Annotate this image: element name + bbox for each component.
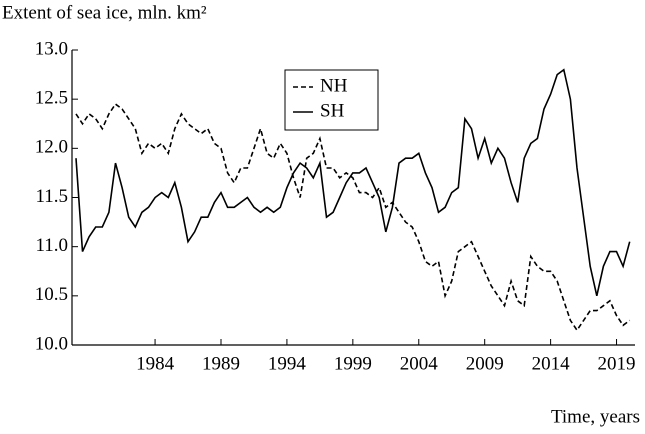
y-tick-label: 12.5 — [35, 88, 68, 109]
legend-label: NH — [320, 75, 348, 96]
y-tick-label: 11.0 — [35, 235, 68, 256]
x-tick-label: 2019 — [598, 353, 636, 374]
chart-title: Extent of sea ice, mln. km² — [2, 2, 207, 23]
series-line — [75, 68, 631, 296]
x-tick-label: 1984 — [136, 353, 175, 374]
y-tick-label: 10.5 — [35, 284, 68, 305]
legend-box — [284, 69, 379, 131]
x-tick-label: 2014 — [532, 353, 571, 374]
x-tick-label: 2009 — [466, 353, 504, 374]
y-tick-label: 13.0 — [35, 38, 68, 59]
x-tick-label: 1999 — [334, 353, 372, 374]
y-tick-label: 11.5 — [35, 186, 68, 207]
x-tick-label: 1994 — [268, 353, 307, 374]
series-line — [75, 102, 631, 332]
y-tick-label: 12.0 — [35, 137, 68, 158]
legend-label: SH — [320, 100, 345, 121]
x-tick-label: 2004 — [400, 353, 439, 374]
y-tick-label: 10.0 — [35, 333, 68, 354]
x-tick-label: 1989 — [202, 353, 240, 374]
x-axis-label: Time, years — [551, 406, 640, 427]
